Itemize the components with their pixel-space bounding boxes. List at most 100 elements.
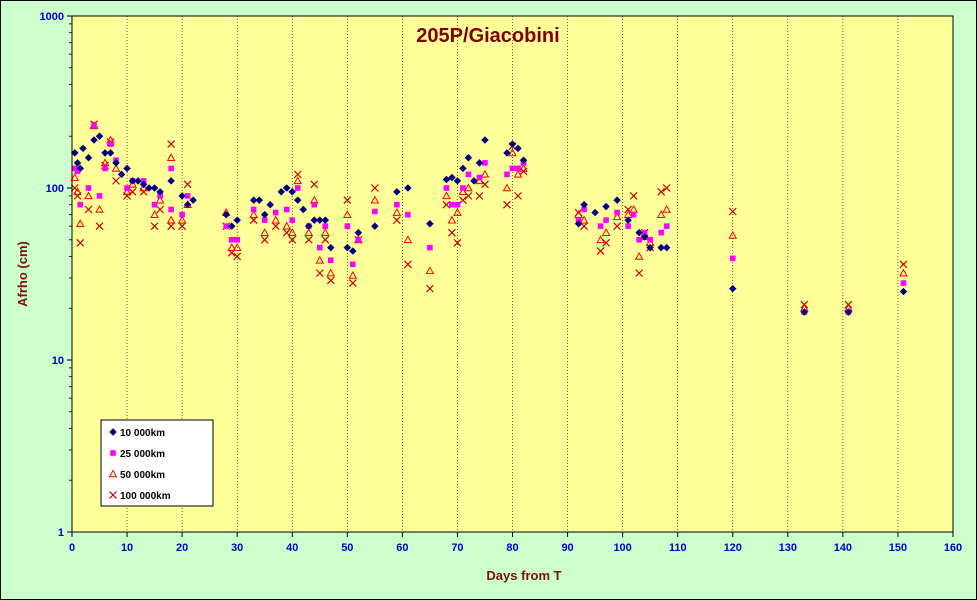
data-point	[449, 201, 455, 208]
data-point	[90, 136, 98, 144]
data-point	[662, 243, 671, 252]
data-point	[348, 247, 357, 255]
x-stroke	[657, 187, 666, 196]
data-point	[79, 144, 87, 153]
data-point	[183, 200, 192, 209]
data-point	[442, 175, 451, 184]
x-stroke	[304, 235, 313, 244]
data-point	[310, 216, 319, 225]
data-point	[326, 276, 335, 285]
data-point	[453, 208, 462, 216]
data-point	[293, 170, 302, 179]
data-point	[150, 210, 159, 218]
data-point	[233, 252, 242, 261]
x-tick-label: 70	[451, 542, 463, 554]
x-stroke	[453, 238, 462, 247]
x-stroke	[624, 205, 633, 214]
data-point	[580, 200, 588, 209]
data-point	[603, 217, 609, 223]
data-point	[145, 184, 153, 192]
data-point	[76, 238, 85, 247]
x-stroke	[503, 200, 511, 209]
data-point	[502, 183, 512, 192]
data-point	[453, 238, 462, 247]
data-point	[255, 196, 264, 204]
legend-marker	[108, 469, 118, 478]
data-point	[282, 184, 291, 192]
data-point	[475, 176, 484, 185]
data-point	[260, 228, 270, 236]
data-point	[465, 171, 472, 178]
data-point	[77, 201, 84, 208]
x-stroke	[370, 184, 379, 192]
data-point	[233, 216, 242, 225]
x-stroke	[464, 191, 473, 200]
x-tick-label: 110	[669, 542, 687, 554]
data-point	[84, 153, 93, 162]
x-stroke	[95, 222, 104, 231]
x-tick-label: 90	[561, 542, 573, 554]
data-point	[372, 208, 378, 215]
data-point	[464, 183, 473, 192]
data-point	[625, 223, 631, 229]
x-stroke	[392, 216, 401, 225]
data-point	[355, 236, 362, 243]
data-point	[899, 287, 908, 296]
chart-title: 205P/Giacobini	[416, 25, 559, 47]
data-point	[482, 160, 488, 166]
data-point	[157, 193, 163, 199]
series-10000km	[70, 132, 908, 316]
x-tick-label: 80	[506, 542, 518, 554]
data-point	[658, 229, 664, 236]
data-point	[662, 184, 671, 192]
data-point	[102, 165, 108, 172]
x-tick-label: 130	[779, 542, 797, 554]
data-point	[403, 260, 412, 269]
data-point	[315, 216, 324, 225]
data-point	[222, 210, 231, 219]
data-point	[91, 122, 97, 129]
data-point	[481, 180, 489, 189]
data-point	[425, 266, 435, 275]
x-stroke	[596, 247, 605, 255]
legend-marker	[110, 450, 116, 456]
data-point	[641, 229, 648, 236]
data-point	[156, 187, 164, 196]
x-stroke	[310, 180, 319, 189]
data-point	[348, 270, 358, 279]
x-stroke	[728, 207, 737, 216]
data-point	[288, 187, 297, 196]
data-point	[656, 210, 666, 218]
data-point	[74, 168, 81, 175]
data-point	[475, 191, 484, 200]
data-point	[166, 153, 176, 162]
data-point	[178, 192, 186, 200]
x-stroke	[635, 269, 644, 278]
data-point	[128, 177, 137, 185]
data-point	[900, 280, 907, 286]
data-point	[350, 261, 356, 268]
data-point	[76, 164, 85, 173]
data-point	[315, 269, 324, 278]
legend-marker	[109, 428, 117, 436]
x-stroke	[156, 205, 165, 214]
data-point	[167, 177, 175, 185]
data-point	[101, 149, 109, 157]
data-point	[342, 210, 352, 218]
data-point	[96, 193, 103, 199]
data-point	[310, 180, 319, 189]
data-point	[464, 153, 473, 162]
data-point	[344, 223, 351, 229]
x-stroke	[150, 222, 159, 231]
x-tick-label: 140	[834, 542, 852, 554]
x-tick-label: 10	[121, 542, 133, 554]
x-stroke	[167, 222, 176, 231]
data-point	[481, 136, 489, 144]
data-point	[124, 185, 130, 191]
data-point	[227, 243, 237, 251]
data-point	[844, 308, 853, 316]
data-point	[646, 243, 655, 252]
x-tick-label: 150	[889, 542, 907, 554]
data-point	[574, 219, 583, 228]
x-tick-label: 160	[944, 542, 962, 554]
